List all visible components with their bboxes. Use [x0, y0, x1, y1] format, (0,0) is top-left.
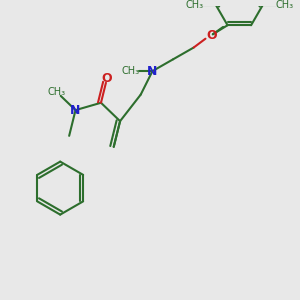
Text: CH₃: CH₃: [185, 0, 204, 10]
Text: CH₃: CH₃: [47, 87, 65, 97]
Text: N: N: [70, 103, 81, 117]
Text: CH₃: CH₃: [275, 0, 293, 10]
Text: O: O: [102, 72, 112, 85]
Text: O: O: [206, 29, 217, 42]
Text: N: N: [147, 64, 158, 78]
Text: CH₃: CH₃: [121, 66, 140, 76]
